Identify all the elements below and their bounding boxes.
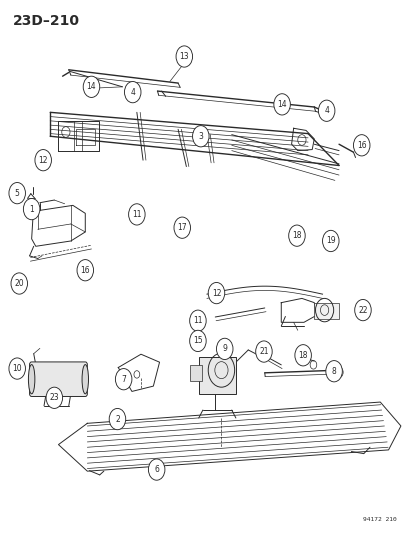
Text: 21: 21: [259, 347, 268, 356]
Circle shape: [115, 368, 132, 390]
Circle shape: [325, 361, 342, 382]
Text: 19: 19: [325, 237, 335, 246]
Text: 18: 18: [298, 351, 307, 360]
Text: 7: 7: [121, 375, 126, 384]
Text: 8: 8: [331, 367, 336, 376]
FancyBboxPatch shape: [198, 357, 235, 394]
Text: 23D–210: 23D–210: [13, 14, 80, 28]
Text: 94172 210: 94172 210: [362, 516, 396, 522]
Circle shape: [11, 273, 27, 294]
Text: 10: 10: [12, 364, 22, 373]
Text: 16: 16: [80, 266, 90, 274]
Text: 6: 6: [154, 465, 159, 474]
Circle shape: [192, 126, 209, 147]
Circle shape: [23, 198, 40, 220]
Circle shape: [353, 135, 369, 156]
Text: 1: 1: [29, 205, 34, 214]
Circle shape: [322, 230, 338, 252]
Circle shape: [318, 100, 334, 122]
Text: 9: 9: [222, 344, 227, 353]
Text: 16: 16: [356, 141, 366, 150]
Text: 2: 2: [115, 415, 119, 424]
Circle shape: [83, 76, 100, 98]
Circle shape: [9, 182, 25, 204]
Circle shape: [109, 408, 126, 430]
FancyBboxPatch shape: [313, 303, 338, 319]
Text: 4: 4: [323, 106, 328, 115]
Circle shape: [216, 338, 233, 360]
Circle shape: [208, 282, 224, 304]
Text: 20: 20: [14, 279, 24, 288]
FancyBboxPatch shape: [190, 365, 202, 381]
Text: 11: 11: [193, 316, 202, 325]
Circle shape: [294, 345, 311, 366]
Text: 5: 5: [15, 189, 19, 198]
Circle shape: [354, 300, 370, 321]
Text: 17: 17: [177, 223, 187, 232]
Text: 22: 22: [357, 305, 367, 314]
Ellipse shape: [82, 365, 88, 394]
Circle shape: [189, 330, 206, 352]
Text: 15: 15: [192, 336, 202, 345]
Text: 23: 23: [50, 393, 59, 402]
Circle shape: [46, 387, 62, 408]
Text: 14: 14: [277, 100, 286, 109]
Circle shape: [173, 217, 190, 238]
FancyBboxPatch shape: [29, 362, 87, 397]
Circle shape: [273, 94, 290, 115]
Circle shape: [35, 150, 51, 171]
Text: 3: 3: [198, 132, 203, 141]
Text: 11: 11: [132, 210, 141, 219]
Text: 18: 18: [292, 231, 301, 240]
Circle shape: [189, 310, 206, 332]
Text: 12: 12: [211, 288, 221, 297]
Circle shape: [9, 358, 25, 379]
Circle shape: [255, 341, 271, 362]
Text: 4: 4: [130, 87, 135, 96]
Text: 14: 14: [86, 82, 96, 91]
Circle shape: [128, 204, 145, 225]
Text: 13: 13: [179, 52, 189, 61]
Circle shape: [288, 225, 304, 246]
Ellipse shape: [28, 365, 35, 394]
Text: 12: 12: [38, 156, 48, 165]
Circle shape: [77, 260, 93, 281]
Circle shape: [148, 459, 164, 480]
Circle shape: [176, 46, 192, 67]
Circle shape: [124, 82, 141, 103]
